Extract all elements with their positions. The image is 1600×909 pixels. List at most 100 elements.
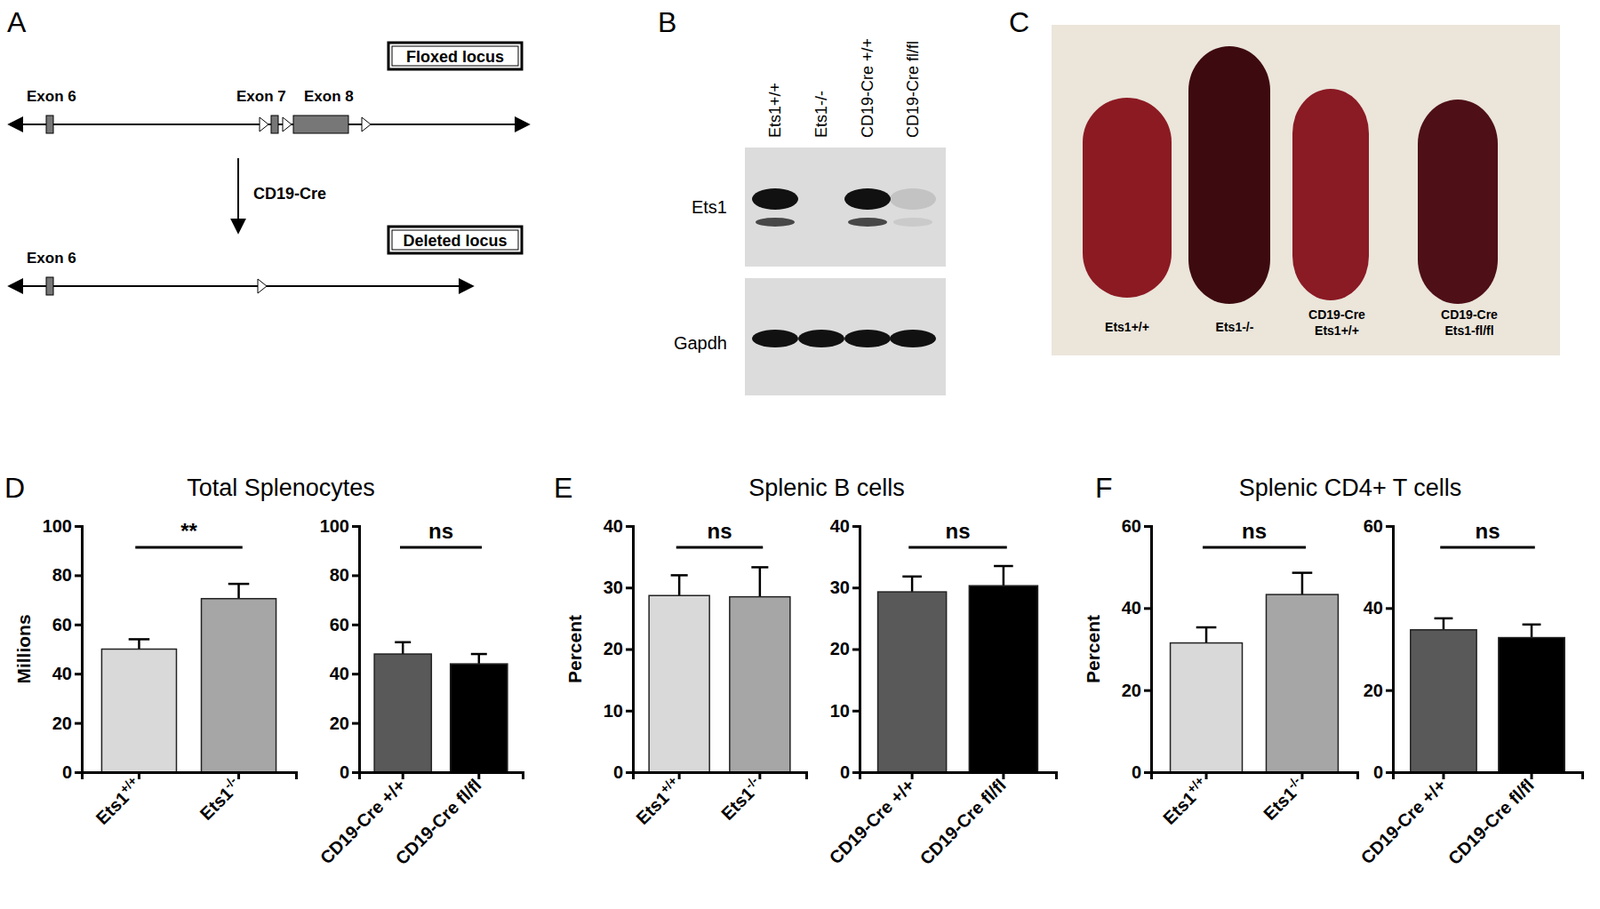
y-tick-mark bbox=[74, 771, 82, 775]
blot-band bbox=[889, 188, 936, 210]
locus-box bbox=[388, 42, 522, 70]
bar bbox=[1498, 638, 1565, 773]
y-tick-label: 40 bbox=[329, 664, 350, 684]
significance-bracket bbox=[908, 546, 1008, 550]
spleen-label: Ets1+/+ bbox=[1314, 323, 1360, 338]
error-bar bbox=[1301, 573, 1304, 595]
significance-label: ns bbox=[1241, 519, 1267, 544]
spleen bbox=[1292, 88, 1369, 301]
plot-area bbox=[648, 567, 791, 773]
x-tick: Ets1+/+ bbox=[1157, 772, 1213, 829]
error-cap bbox=[751, 566, 768, 569]
x-tick-mark bbox=[678, 772, 681, 780]
error-bar bbox=[911, 576, 914, 592]
y-tick-mark bbox=[352, 722, 360, 726]
error-bar bbox=[478, 654, 481, 664]
lane-label: Ets1+/+ bbox=[766, 82, 784, 138]
loxp-site bbox=[257, 279, 267, 294]
x-axis: CD19-Cre +/+CD19-Cre fl/fl bbox=[316, 772, 524, 869]
locus-title: Deleted locus bbox=[402, 232, 507, 250]
y-tick-label: 20 bbox=[1363, 680, 1384, 701]
chart-title: Total Splenocytes bbox=[186, 474, 376, 502]
x-tick: Ets1+/+ bbox=[630, 772, 686, 829]
blot-band bbox=[752, 188, 799, 210]
error-bar bbox=[1442, 618, 1446, 631]
plot-area bbox=[878, 566, 1039, 773]
y-axis-line bbox=[625, 527, 634, 774]
x-tick: Ets1+/+ bbox=[89, 772, 145, 829]
plot-area bbox=[1410, 618, 1565, 773]
y-tick: 0 bbox=[1131, 762, 1152, 783]
panel-label: D bbox=[4, 472, 25, 504]
y-tick-mark bbox=[352, 574, 360, 577]
significance-label: ns bbox=[428, 519, 454, 544]
x-tick: CD19-Cre fl/fl bbox=[391, 772, 485, 869]
error-cap bbox=[228, 583, 250, 586]
y-tick-mark bbox=[625, 771, 633, 775]
y-axis: 010203040 bbox=[603, 516, 634, 783]
label-superscript: +/+ bbox=[1184, 773, 1208, 797]
y-tick: 0 bbox=[1373, 762, 1393, 783]
y-tick: 30 bbox=[603, 577, 633, 598]
panel-label: E bbox=[553, 472, 573, 504]
blot-band bbox=[798, 329, 845, 348]
y-tick-label: 20 bbox=[1121, 680, 1142, 701]
label-superscript: -/- bbox=[220, 773, 240, 792]
error-bar bbox=[759, 567, 762, 597]
y-tick: 40 bbox=[1363, 598, 1393, 618]
panel-label: C bbox=[1008, 6, 1030, 39]
y-tick-mark bbox=[852, 771, 860, 775]
panel-b: BEts1+/+Ets1-/-CD19-Cre +/+CD19-Cre fl/f… bbox=[657, 6, 946, 396]
locus-box-inner bbox=[392, 230, 519, 250]
y-tick: 20 bbox=[1121, 680, 1152, 701]
y-tick-label: 20 bbox=[329, 713, 350, 734]
y-tick: 60 bbox=[329, 615, 360, 635]
bar-chart: 0204060CD19-Cre +/+CD19-Cre fl/flns bbox=[1356, 516, 1583, 870]
y-axis-line bbox=[852, 527, 861, 774]
y-tick-mark bbox=[852, 710, 860, 713]
y-tick: 40 bbox=[329, 664, 360, 684]
error-cap bbox=[1196, 626, 1217, 630]
y-tick-mark bbox=[352, 771, 360, 775]
y-axis: 0204060 bbox=[1121, 516, 1152, 783]
y-tick-mark bbox=[1385, 525, 1393, 528]
y-tick-label: 0 bbox=[840, 762, 850, 783]
x-tick-mark bbox=[911, 772, 914, 780]
blot-membrane bbox=[744, 147, 946, 267]
significance-label: ns bbox=[944, 519, 970, 544]
row-label: Ets1 bbox=[691, 197, 728, 217]
arrow-label: CD19-Cre bbox=[253, 184, 327, 203]
y-tick-label: 60 bbox=[329, 615, 350, 635]
y-tick: 0 bbox=[339, 762, 360, 783]
y-tick: 20 bbox=[1363, 680, 1393, 701]
label-superscript: +/+ bbox=[116, 773, 140, 797]
error-cap bbox=[902, 576, 922, 579]
x-tick-label: Ets1-/- bbox=[715, 773, 767, 824]
x-axis: Ets1+/+ Ets1-/- bbox=[1152, 772, 1359, 829]
locus-box bbox=[388, 226, 522, 254]
y-tick-mark bbox=[1144, 689, 1152, 693]
y-tick-mark bbox=[1385, 771, 1393, 775]
y-tick: 80 bbox=[329, 565, 360, 585]
y-tick: 20 bbox=[830, 639, 860, 659]
error-bar bbox=[678, 575, 681, 596]
y-tick: 20 bbox=[603, 639, 633, 659]
y-tick-label: 100 bbox=[320, 516, 350, 536]
y-tick: 30 bbox=[830, 577, 860, 598]
exon bbox=[293, 115, 349, 134]
blot-band-minor bbox=[893, 217, 933, 227]
y-tick-mark bbox=[852, 525, 860, 528]
blot-band bbox=[752, 329, 799, 348]
y-tick-label: 20 bbox=[52, 713, 72, 734]
lane-label: CD19-Cre +/+ bbox=[858, 38, 877, 138]
bar-chart: 010203040CD19-Cre +/+CD19-Cre fl/flns bbox=[825, 516, 1057, 870]
y-tick-mark bbox=[352, 525, 360, 528]
exon-label: Exon 7 bbox=[236, 88, 287, 105]
chart-title: Splenic CD4+ T cells bbox=[1239, 474, 1462, 502]
y-tick-label: 40 bbox=[52, 664, 72, 684]
locus-box-inner bbox=[392, 46, 519, 66]
x-tick-mark bbox=[237, 772, 240, 780]
y-tick-mark bbox=[352, 672, 360, 676]
y-axis-line bbox=[74, 527, 83, 774]
x-tick-label: Ets1-/- bbox=[1257, 773, 1309, 824]
